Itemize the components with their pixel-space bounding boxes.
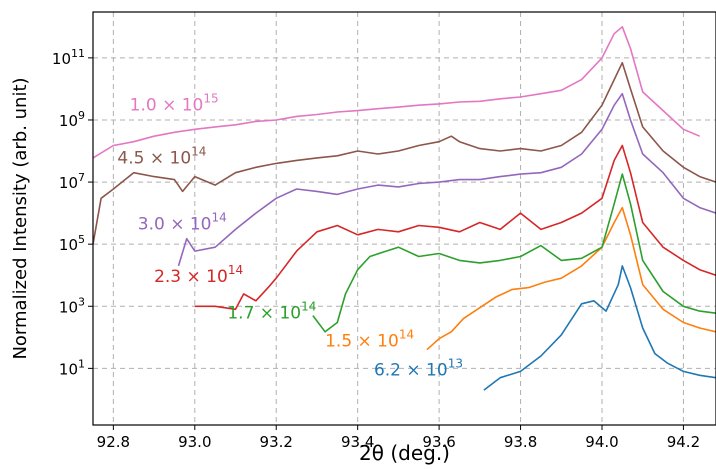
series-lines — [92, 26, 716, 391]
series-line-0 — [483, 265, 716, 391]
x-tick-label: 93.2 — [260, 433, 293, 451]
x-tick-label: 93.8 — [504, 433, 537, 451]
x-tick-label: 93.4 — [341, 433, 374, 451]
series-line-1 — [426, 206, 716, 351]
y-axis-label: Normalized Intensity (arb. unit) — [10, 77, 31, 359]
series-label-5: 4.5 × 1014 — [117, 144, 206, 168]
series-line-3 — [194, 144, 716, 311]
y-tick-label: 107 — [59, 171, 85, 192]
series-line-4 — [177, 92, 716, 267]
series-label-6: 1.0 × 1015 — [130, 92, 219, 116]
x-tick-label: 94.0 — [585, 433, 618, 451]
x-tick-label: 94.2 — [667, 433, 700, 451]
x-tick-label: 93.6 — [422, 433, 455, 451]
x-tick-label: 93.0 — [178, 433, 211, 451]
series-line-2 — [312, 173, 716, 333]
series-line-6 — [92, 26, 701, 159]
y-tick-label: 105 — [59, 233, 85, 254]
x-axis-label: 2θ (deg.) — [359, 441, 450, 465]
series-labels: 6.2 × 1013 1.5 × 1014 1.7 × 1014 2.3 × 1014… — [117, 92, 463, 381]
y-tick-label: 101 — [59, 357, 85, 378]
x-tick-label: 92.8 — [97, 433, 130, 451]
y-tick-label: 1011 — [52, 47, 85, 68]
series-label-4: 3.0 × 1014 — [138, 210, 227, 234]
series-line-5 — [92, 61, 716, 245]
y-tick-label: 109 — [59, 109, 85, 130]
series-label-3: 2.3 × 1014 — [154, 263, 243, 287]
x-axis-ticks: 92.8 93.0 93.2 93.4 93.6 93.8 94.0 94.2 — [97, 425, 700, 451]
plot-frame — [92, 11, 716, 426]
y-axis-ticks: 101 103 105 107 109 1011 — [52, 47, 93, 378]
y-tick-label: 103 — [59, 295, 85, 316]
series-label-1: 1.5 × 1014 — [325, 328, 414, 352]
series-label-0: 6.2 × 1013 — [374, 356, 463, 380]
series-label-2: 1.7 × 1014 — [227, 300, 316, 324]
